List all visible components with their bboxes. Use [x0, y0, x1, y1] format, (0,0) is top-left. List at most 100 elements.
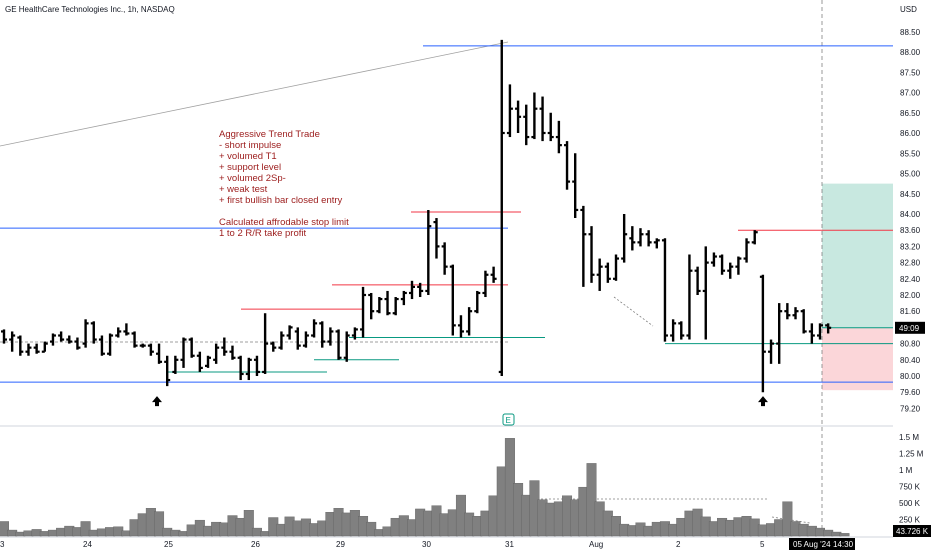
- annotation-line: 1 to 2 R/R take profit: [219, 228, 306, 239]
- ohlc-bar: [164, 355, 171, 387]
- annotation-line: + volumed 2Sp-: [219, 173, 286, 184]
- current-price-label: 49:09: [899, 324, 920, 333]
- chart-title: GE HealthCare Technologies Inc., 1h, NAS…: [5, 5, 175, 14]
- volume-axis: 1.5 M 1.25 M 1 M 750 K 500 K 250 K 43.726 K: [893, 433, 931, 537]
- ohlc-bar: [637, 228, 644, 247]
- ohlc-bar: [661, 238, 668, 342]
- ohlc-bars: [1, 39, 832, 393]
- ohlc-bar: [670, 319, 677, 342]
- annotation-line: + first bullish bar closed entry: [219, 195, 343, 206]
- ohlc-bar: [531, 92, 538, 140]
- ohlc-bar: [490, 266, 497, 283]
- ohlc-bar: [74, 337, 81, 350]
- ohlc-bar: [710, 252, 717, 267]
- ohlc-bar: [580, 205, 587, 287]
- cursor-time-badge: [789, 538, 855, 550]
- ohlc-bar: [441, 242, 448, 275]
- volume-tick: 1 M: [899, 466, 913, 475]
- ohlc-bar: [384, 290, 391, 316]
- annotation-line: + volumed T1: [219, 151, 277, 162]
- volume-bar: [80, 521, 91, 537]
- price-tick: 87.00: [900, 89, 921, 98]
- ohlc-bar: [319, 321, 326, 348]
- ohlc-bar: [498, 39, 505, 376]
- time-tick: Aug: [589, 540, 603, 549]
- ohlc-bar: [1, 329, 7, 344]
- price-tick: 85.50: [900, 149, 921, 158]
- earnings-event-badge[interactable]: E: [502, 413, 515, 426]
- cursor-time-label: 14:30: [833, 540, 854, 549]
- ohlc-bar: [555, 120, 562, 154]
- volume-bar: [243, 510, 254, 537]
- volume-bar: [839, 533, 850, 537]
- ohlc-bar: [613, 254, 619, 281]
- ohlc-bar: [425, 209, 432, 295]
- stop-loss-zone: [822, 327, 893, 391]
- ohlc-bar: [702, 246, 709, 340]
- ohlc-bar: [466, 307, 473, 336]
- ohlc-bar: [213, 343, 220, 364]
- ohlc-bar: [515, 100, 522, 133]
- ohlc-bar: [172, 355, 179, 374]
- ohlc-bar: [376, 297, 383, 314]
- ohlc-bar: [58, 331, 65, 342]
- price-tick: 81.60: [900, 307, 921, 316]
- ohlc-bar: [759, 274, 766, 393]
- ohlc-bar: [278, 331, 285, 350]
- ohlc-bar: [409, 280, 415, 300]
- trade-annotation: Aggressive Trend Trade - short impulse +…: [219, 129, 349, 239]
- dashed-volume-arrow: [771, 516, 811, 524]
- ohlc-bar: [196, 351, 203, 372]
- ohlc-bar: [547, 112, 554, 142]
- volume-tick: 1.25 M: [899, 450, 924, 459]
- ohlc-bar: [727, 262, 734, 279]
- volume-bar: [366, 521, 377, 537]
- price-tick: 79.60: [900, 388, 921, 397]
- ohlc-bar: [139, 343, 146, 348]
- ohlc-bar: [98, 335, 105, 356]
- volume-tick: 250 K: [899, 516, 921, 525]
- ohlc-bar: [311, 319, 318, 338]
- ohlc-bar: [825, 323, 832, 334]
- earnings-event-label: E: [506, 416, 511, 425]
- ohlc-bar: [776, 303, 783, 364]
- time-tick: 24: [83, 540, 92, 549]
- annotation-line: Aggressive Trend Trade: [219, 129, 320, 140]
- ohlc-bar: [205, 355, 211, 368]
- ohlc-bar: [572, 153, 579, 219]
- ohlc-bar: [188, 337, 195, 358]
- price-tick: 87.50: [900, 68, 921, 77]
- ohlc-bar: [433, 218, 440, 259]
- price-tick: 80.40: [900, 356, 921, 365]
- volume-last-badge: [893, 525, 931, 537]
- ohlc-bar: [25, 343, 32, 356]
- price-tick: 83.20: [900, 242, 921, 251]
- price-tick: 83.60: [900, 226, 921, 235]
- ohlc-bar: [17, 335, 24, 356]
- ohlc-bar: [392, 297, 399, 316]
- currency-label: USD: [900, 5, 917, 14]
- ohlc-bar: [751, 230, 758, 245]
- time-axis: 3 24 25 26 29 30 31 Aug 2 5 05 Aug '24 14:30: [0, 538, 855, 550]
- ohlc-bar: [302, 331, 309, 348]
- price-tick: 79.20: [900, 404, 921, 413]
- volume-bars: [0, 438, 850, 537]
- ohlc-bar: [123, 323, 130, 336]
- ohlc-bar: [262, 313, 269, 374]
- price-axis: 88.50 88.00 87.50 87.00 86.50 86.00 85.50 85.00…: [895, 28, 925, 413]
- trend-line: [0, 41, 509, 147]
- ohlc-bar: [564, 141, 571, 190]
- price-tick: 82.80: [900, 259, 921, 268]
- ohlc-bar: [784, 303, 791, 320]
- ohlc-bar: [41, 341, 48, 353]
- ohlc-bar: [294, 327, 301, 350]
- ohlc-bar: [131, 331, 138, 348]
- price-tick: 84.50: [900, 190, 921, 199]
- volume-bar: [586, 463, 597, 537]
- volume-tick: 500 K: [899, 499, 921, 508]
- time-tick: 29: [336, 540, 345, 549]
- ohlc-bar: [180, 337, 187, 368]
- ohlc-bar: [743, 238, 750, 263]
